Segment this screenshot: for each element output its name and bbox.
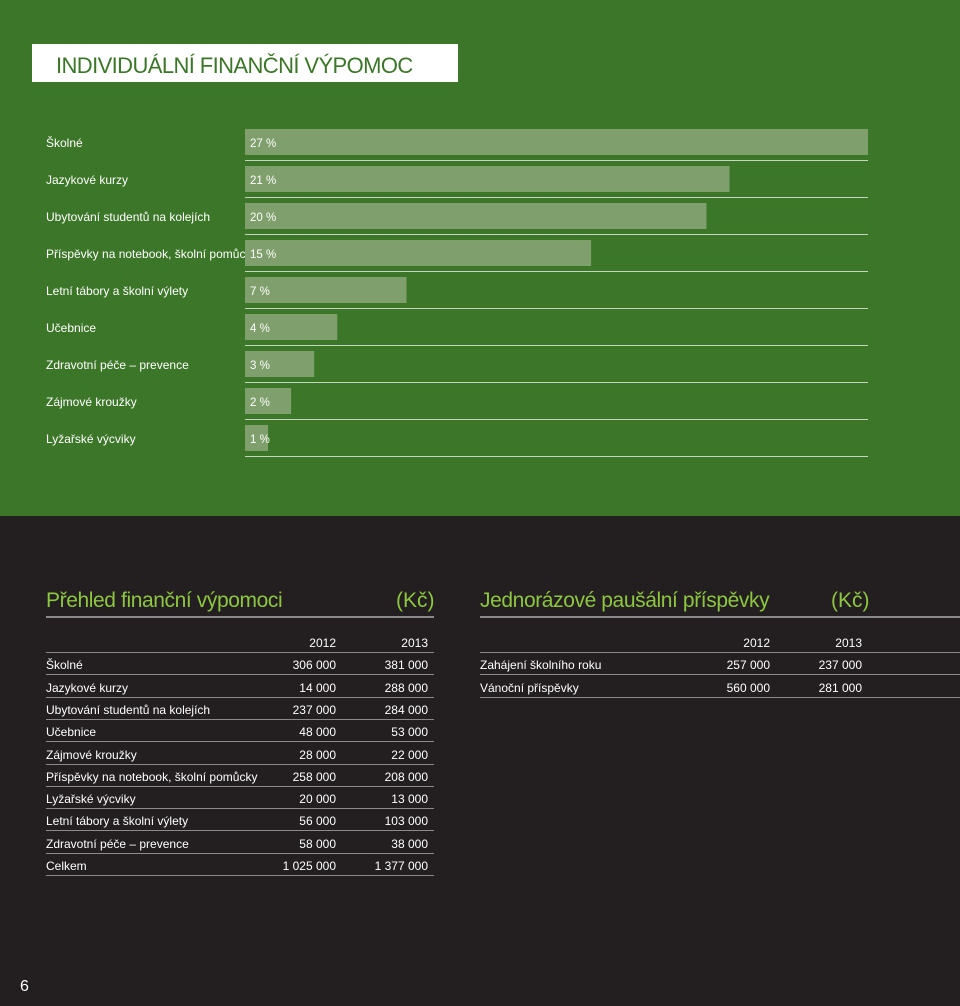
value-2012: 306 000 <box>292 658 336 673</box>
value-2013: 288 000 <box>384 680 428 695</box>
row-label: Zdravotní péče – prevence <box>46 836 189 851</box>
table-row: Školné 306 000 381 000 <box>46 653 434 676</box>
row-label: Lyžařské výcviky <box>46 792 136 807</box>
value-2013: 208 000 <box>384 769 428 784</box>
value-2013: 237 000 <box>818 658 862 673</box>
column-header: 2012 <box>743 636 770 650</box>
right-table-divider <box>480 616 960 618</box>
row-label: Zájmové kroužky <box>46 747 137 762</box>
bar-value-label: 20 % <box>250 212 276 224</box>
right-table-title: Jednorázové paušální příspěvky <box>480 589 770 612</box>
bar-category-label: Zdravotní péče – prevence <box>46 358 189 372</box>
bar-value-label: 21 % <box>250 175 276 187</box>
table-row: Celkem 1 025 000 1 377 000 <box>46 854 434 876</box>
value-2013: 1 377 000 <box>374 859 428 873</box>
column-header: 2013 <box>835 636 862 650</box>
bar <box>245 425 269 451</box>
row-label: Ubytování studentů na kolejích <box>46 702 211 717</box>
value-2013: 281 000 <box>818 680 862 695</box>
value-2012: 58 000 <box>299 836 336 851</box>
bar <box>245 388 292 414</box>
bar-value-label: 7 % <box>250 286 270 298</box>
bar-value-label: 27 % <box>250 138 276 150</box>
bar-value-label: 2 % <box>250 397 270 409</box>
row-label: Zahájení školního roku <box>480 658 602 673</box>
bar-category-label: Příspěvky na notebook, školní pomůcky <box>46 247 257 261</box>
bar-category-label: Ubytování studentů na kolejích <box>46 210 210 224</box>
table-row: Zahájení školního roku 257 000 237 000 <box>480 653 960 676</box>
bar-category-label: Učebnice <box>46 321 96 335</box>
bar-value-label: 15 % <box>250 249 276 261</box>
table-row: Zájmové kroužky 28 000 22 000 <box>46 743 434 765</box>
tables-panel <box>0 516 960 1006</box>
bar <box>245 129 868 155</box>
bar-value-label: 1 % <box>250 434 270 446</box>
bar <box>245 240 592 266</box>
table-row: Ubytování studentů na kolejích 237 000 284… <box>46 698 434 720</box>
column-header: 2013 <box>401 636 428 650</box>
value-2013: 22 000 <box>391 747 428 762</box>
bar <box>245 203 707 229</box>
table-row: Jazykové kurzy 14 000 288 000 <box>46 676 434 698</box>
value-2012: 258 000 <box>292 769 336 784</box>
value-2012: 257 000 <box>726 658 770 673</box>
row-label: Školné <box>46 658 83 673</box>
bar-category-label: Školné <box>46 135 83 150</box>
row-label: Letní tábory a školní výlety <box>46 814 189 829</box>
value-2012: 28 000 <box>299 747 336 762</box>
page-title: INDIVIDUÁLNÍ FINANČNÍ VÝPOMOC <box>56 53 413 78</box>
row-label: Jazykové kurzy <box>46 680 129 695</box>
table-row: Vánoční příspěvky 560 000 281 000 <box>480 676 960 698</box>
left-table-unit: (Kč) <box>396 589 435 612</box>
right-table-unit: (Kč) <box>831 589 870 612</box>
value-2012: 56 000 <box>299 814 336 829</box>
left-table-divider <box>46 616 434 618</box>
column-header: 2012 <box>309 636 336 650</box>
bar-chart: Školné 27 % Jazykové kurzy 21 % Ubytování st… <box>46 129 868 457</box>
table-row: Letní tábory a školní výlety 56 000 103 00… <box>46 809 434 832</box>
value-2013: 13 000 <box>391 792 428 807</box>
bar-category-label: Zájmové kroužky <box>46 395 137 409</box>
bar-value-label: 4 % <box>250 323 270 335</box>
value-2012: 20 000 <box>299 792 336 807</box>
value-2013: 103 000 <box>384 814 428 829</box>
title-box: INDIVIDUÁLNÍ FINANČNÍ VÝPOMOC <box>32 44 458 82</box>
bar <box>245 314 338 340</box>
value-2013: 284 000 <box>384 702 428 717</box>
bar-category-label: Jazykové kurzy <box>46 173 128 187</box>
value-2013: 381 000 <box>384 658 428 673</box>
bar <box>245 351 315 377</box>
page-number: 6 <box>20 978 29 995</box>
value-2012: 14 000 <box>299 680 336 695</box>
bar-category-label: Lyžařské výcviky <box>46 432 136 446</box>
bar-category-label: Letní tábory a školní výlety <box>46 284 188 298</box>
bar-value-label: 3 % <box>250 360 270 372</box>
table-row: Lyžařské výcviky 20 000 13 000 <box>46 787 434 810</box>
bar <box>245 166 730 192</box>
value-2012: 237 000 <box>292 702 336 717</box>
value-2012: 1 025 000 <box>282 859 336 873</box>
value-2013: 38 000 <box>391 836 428 851</box>
value-2013: 53 000 <box>391 725 428 740</box>
value-2012: 48 000 <box>299 725 336 740</box>
table-row: Zdravotní péče – prevence 58 000 38 000 <box>46 832 434 854</box>
left-table-title: Přehled finanční výpomoci <box>46 589 283 612</box>
row-label: Učebnice <box>46 725 97 740</box>
row-label: Vánoční příspěvky <box>480 680 579 695</box>
row-label: Příspěvky na notebook, školní pomůcky <box>46 769 258 784</box>
table-row: Učebnice 48 000 53 000 <box>46 720 434 743</box>
row-label: Celkem <box>46 859 87 873</box>
table-header-row: 2012 2013 <box>480 631 960 653</box>
bar <box>245 277 407 303</box>
table-header-row: 2012 2013 <box>46 631 434 653</box>
table-row: Příspěvky na notebook, školní pomůcky 258… <box>46 765 434 787</box>
value-2012: 560 000 <box>726 680 770 695</box>
